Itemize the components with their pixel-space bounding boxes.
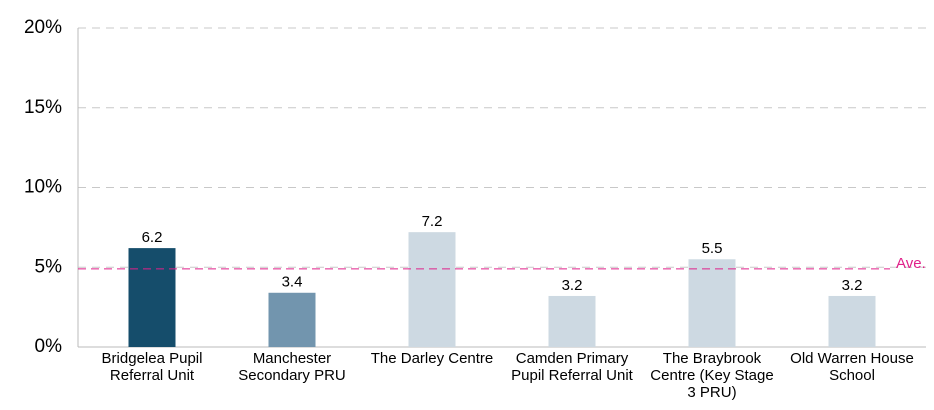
y-tick-label: 20% — [24, 17, 62, 38]
x-tick-label: Old Warren House School — [790, 350, 914, 384]
bar — [688, 259, 736, 347]
bar — [268, 292, 316, 347]
data-label: 7.2 — [422, 213, 443, 230]
bar — [548, 295, 596, 347]
y-tick-label: 10% — [24, 177, 62, 198]
data-label: 3.4 — [282, 274, 303, 291]
bar — [408, 232, 456, 347]
y-tick-label: 15% — [24, 97, 62, 118]
data-label: 6.2 — [142, 229, 163, 246]
x-tick-label: The Braybrook Centre (Key Stage 3 PRU) — [650, 350, 774, 401]
data-label: 3.2 — [562, 277, 583, 294]
bar — [828, 295, 876, 347]
data-label: 5.5 — [702, 240, 723, 257]
x-tick-label: Bridgelea Pupil Referral Unit — [101, 350, 203, 384]
x-tick-label: The Darley Centre — [370, 350, 494, 367]
average-label: Ave. — [896, 255, 926, 272]
x-tick-label: Manchester Secondary PRU — [238, 350, 346, 384]
x-tick-label: Camden Primary Pupil Referral Unit — [511, 350, 633, 384]
bar — [128, 248, 176, 347]
y-tick-label: 5% — [35, 256, 63, 277]
y-tick-label: 0% — [35, 336, 63, 357]
data-label: 3.2 — [842, 277, 863, 294]
